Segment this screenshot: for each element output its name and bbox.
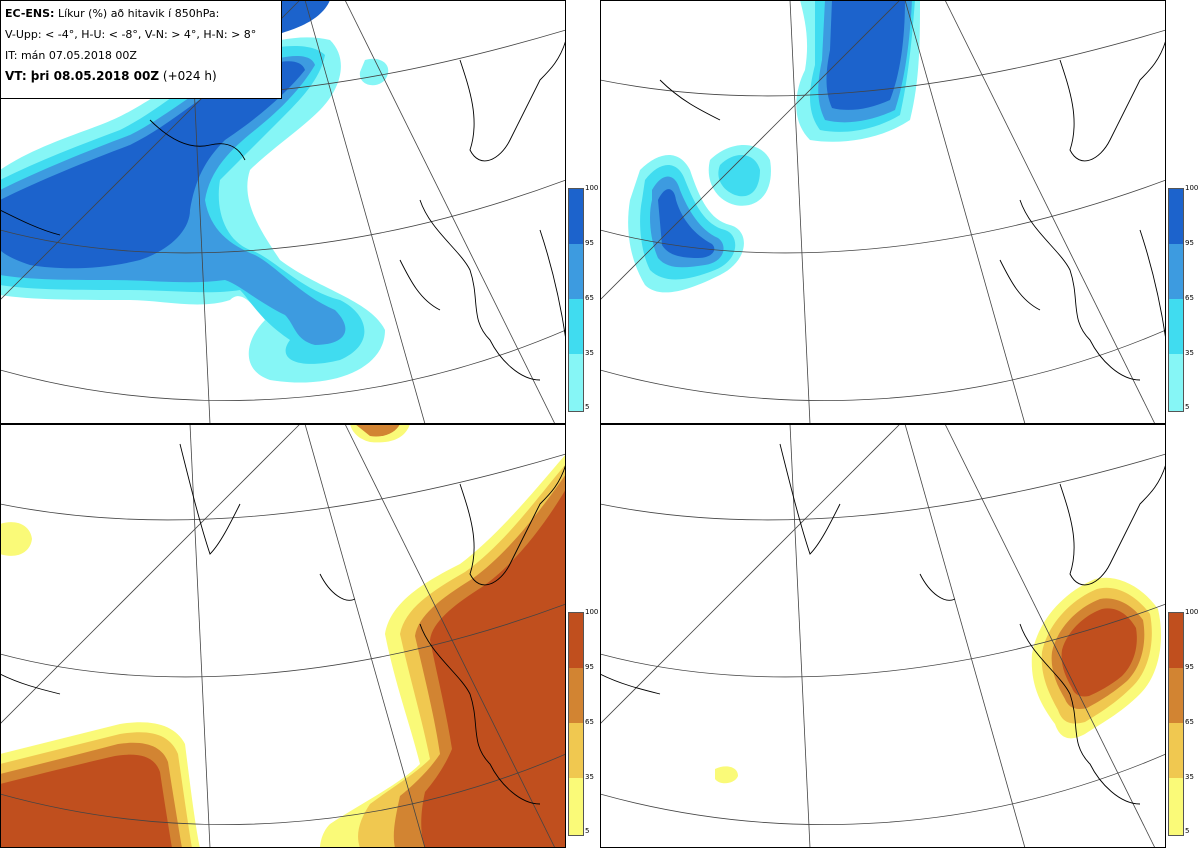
colorbar-tick: 5	[585, 403, 590, 411]
colorbar-tick: 65	[1185, 718, 1194, 726]
colorbar-tick: 5	[1185, 403, 1190, 411]
coastlines	[659, 39, 1166, 381]
probability-map	[600, 0, 1166, 424]
colorbar	[1168, 612, 1184, 836]
coastlines	[600, 443, 1166, 805]
probability-shading	[0, 0, 389, 383]
colorbar-tick: 100	[585, 608, 599, 616]
valid-time: VT: þri 08.05.2018 00Z	[5, 69, 160, 83]
probability-shading	[0, 424, 566, 848]
panel-warm-anomaly-8: 100 95 65 35 5	[600, 424, 1200, 848]
colorbar-tick: 65	[1185, 294, 1194, 302]
colorbar	[1168, 188, 1184, 412]
panel-cold-anomaly-4: EC-ENS: Líkur (%) að hitavik í 850hPa: V…	[0, 0, 600, 424]
colorbar-tick: 95	[1185, 663, 1194, 671]
probability-shading	[715, 577, 1161, 784]
panel-warm-anomaly-4: 100 95 65 35 5	[0, 424, 600, 848]
panel-cold-anomaly-8: 100 95 65 35 5	[600, 0, 1200, 424]
colorbar-tick: 95	[1185, 239, 1194, 247]
colorbar-tick: 35	[585, 349, 594, 357]
probability-map	[600, 424, 1166, 848]
title-text: Líkur (%) að hitavik í 850hPa:	[57, 7, 220, 20]
coastlines	[0, 39, 566, 381]
colorbar-tick: 100	[585, 184, 599, 192]
category-legend: V-Upp: < -4°, H-U: < -8°, V-N: > 4°, H-N…	[5, 28, 257, 41]
colorbar-tick: 5	[585, 827, 590, 835]
probability-shading	[628, 0, 920, 293]
model-label: EC-ENS:	[5, 7, 55, 20]
lead-time: (+024 h)	[162, 69, 217, 83]
graticule	[600, 0, 1166, 424]
colorbar-tick: 35	[1185, 349, 1194, 357]
colorbar-tick: 5	[1185, 827, 1190, 835]
colorbar	[568, 612, 584, 836]
graticule	[0, 0, 566, 424]
initial-time: IT: mán 07.05.2018 00Z	[5, 49, 137, 62]
colorbar-tick: 100	[1185, 184, 1199, 192]
colorbar-tick: 35	[585, 773, 594, 781]
colorbar-tick: 35	[1185, 773, 1194, 781]
title-box: EC-ENS: Líkur (%) að hitavik í 850hPa: V…	[0, 0, 282, 99]
colorbar-tick: 100	[1185, 608, 1199, 616]
colorbar-tick: 95	[585, 239, 594, 247]
coastlines	[0, 443, 566, 805]
colorbar	[568, 188, 584, 412]
probability-map	[0, 424, 566, 848]
colorbar-tick: 95	[585, 663, 594, 671]
colorbar-tick: 65	[585, 294, 594, 302]
colorbar-tick: 65	[585, 718, 594, 726]
probability-map	[0, 0, 566, 424]
